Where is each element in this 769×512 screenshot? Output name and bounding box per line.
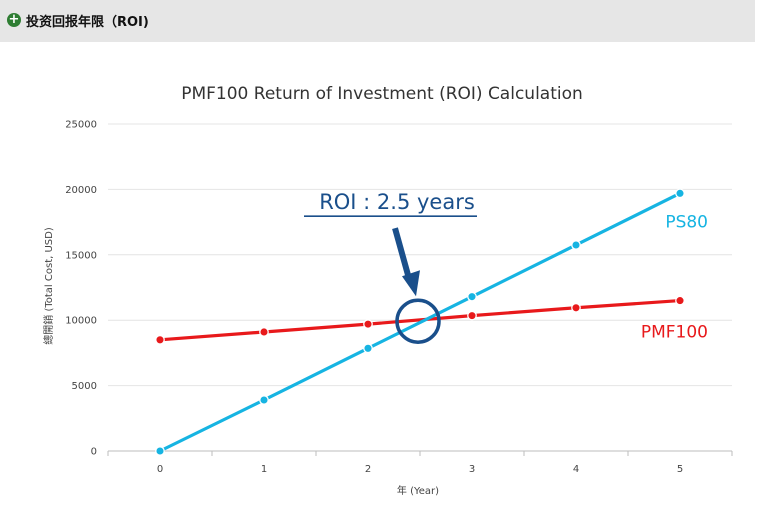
series-point-pmf100-5 bbox=[675, 295, 685, 306]
series-label-ps80: PS80 bbox=[665, 212, 708, 232]
x-axis-ticks: 0 1 2 3 4 5 bbox=[157, 464, 683, 475]
roi-arrow-head bbox=[402, 270, 420, 297]
series-point-ps80-2 bbox=[363, 343, 373, 354]
x-tick-label-3: 3 bbox=[469, 464, 475, 475]
chart-series: PMF100 PS80 bbox=[155, 188, 708, 456]
y-axis-label: 總開銷 (Total Cost, USD) bbox=[42, 227, 55, 345]
y-tick-label-25000: 25000 bbox=[65, 120, 97, 131]
y-tick-label-20000: 20000 bbox=[65, 185, 97, 196]
series-point-pmf100-2 bbox=[363, 319, 373, 329]
roi-circle bbox=[395, 298, 441, 344]
y-axis-ticks: 0 5000 10000 15000 20000 25000 bbox=[65, 120, 97, 458]
series-point-pmf100-3 bbox=[467, 310, 477, 321]
series-point-ps80-3 bbox=[467, 291, 477, 302]
series-line-ps80 bbox=[158, 191, 682, 453]
x-axis-label: 年 (Year) bbox=[397, 484, 439, 497]
section-header[interactable]: + 投资回报年限（ROI) bbox=[0, 0, 755, 42]
roi-annotation: ROI : 2.5 years bbox=[304, 190, 477, 344]
x-tick-label-0: 0 bbox=[157, 464, 163, 475]
series-point-ps80-5 bbox=[675, 188, 685, 199]
y-tick-label-10000: 10000 bbox=[65, 316, 97, 327]
series-line-pmf100 bbox=[158, 298, 682, 342]
roi-arrow-shaft bbox=[392, 227, 413, 284]
series-point-ps80-0 bbox=[155, 446, 165, 456]
series-point-pmf100-4 bbox=[571, 302, 581, 313]
y-tick-label-0: 0 bbox=[91, 447, 97, 458]
section-title: 投资回报年限（ROI) bbox=[26, 15, 149, 30]
plus-circle-icon[interactable]: + bbox=[7, 12, 21, 27]
series-point-ps80-4 bbox=[571, 240, 581, 250]
series-point-ps80-1 bbox=[259, 395, 269, 405]
x-tick-label-2: 2 bbox=[365, 464, 371, 475]
series-label-pmf100: PMF100 bbox=[641, 323, 708, 343]
x-tick-label-5: 5 bbox=[677, 464, 683, 475]
chart-gridlines bbox=[107, 123, 733, 456]
chart-title: PMF100 Return of Investment (ROI) Calcul… bbox=[181, 84, 583, 104]
x-tick-label-4: 4 bbox=[573, 464, 579, 475]
roi-label: ROI : 2.5 years bbox=[319, 190, 475, 214]
y-tick-label-5000: 5000 bbox=[72, 381, 97, 392]
series-point-pmf100-1 bbox=[259, 327, 269, 337]
x-tick-label-1: 1 bbox=[261, 464, 267, 475]
series-point-pmf100-0 bbox=[155, 334, 165, 345]
y-tick-label-15000: 15000 bbox=[65, 250, 97, 261]
